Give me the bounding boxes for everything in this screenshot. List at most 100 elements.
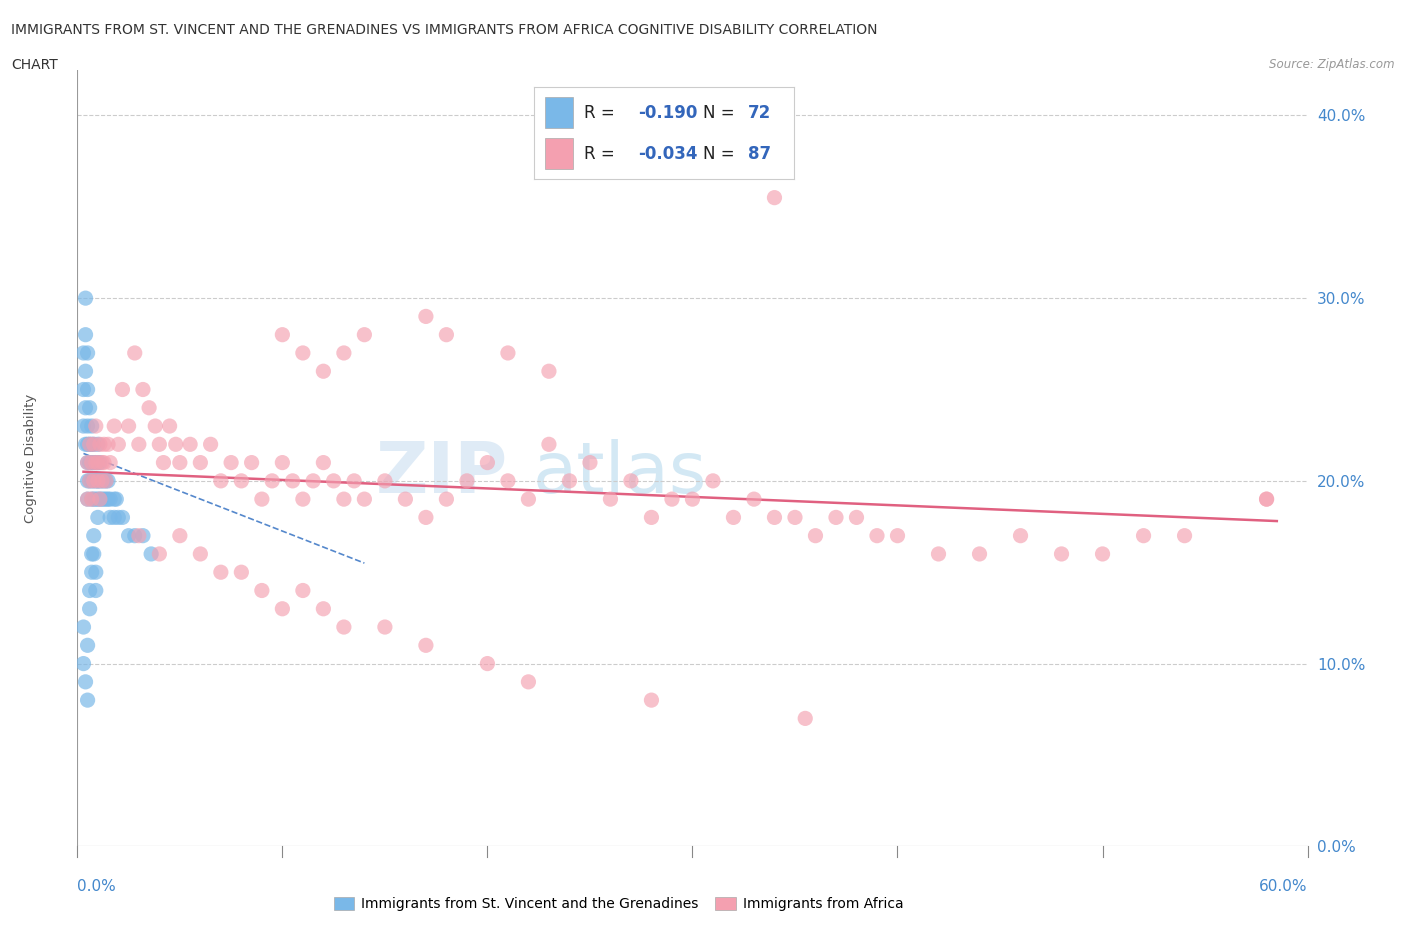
Point [456, 473, 478, 488]
Legend: Immigrants from St. Vincent and the Grenadines, Immigrants from Africa: Immigrants from St. Vincent and the Gren… [328, 892, 910, 917]
Point [148, 547, 170, 562]
Point [103, 492, 125, 507]
Text: 60.0%: 60.0% [1260, 879, 1308, 894]
Point [209, 473, 232, 488]
Point [72, 346, 94, 361]
Point [80, 455, 103, 470]
Text: 72: 72 [748, 104, 770, 122]
Point [1050, 547, 1073, 562]
Point [84, 418, 107, 433]
Point [72, 382, 94, 397]
Point [84, 492, 107, 507]
Text: ZIP: ZIP [375, 439, 508, 508]
Point [94, 492, 117, 507]
Point [188, 547, 212, 562]
Point [209, 565, 232, 579]
Point [90, 473, 114, 488]
Point [87, 473, 110, 488]
Point [517, 492, 540, 507]
Point [124, 346, 146, 361]
Text: R =: R = [583, 104, 620, 122]
Point [415, 638, 437, 653]
Point [343, 473, 366, 488]
Point [496, 346, 519, 361]
Point [79, 473, 101, 488]
Point [271, 327, 294, 342]
Point [640, 510, 662, 525]
FancyBboxPatch shape [544, 139, 574, 169]
Text: R =: R = [583, 145, 620, 163]
Point [75, 437, 97, 452]
Point [80, 492, 103, 507]
Point [76, 437, 98, 452]
Point [87, 437, 110, 452]
Point [152, 455, 174, 470]
Point [312, 455, 335, 470]
Point [558, 473, 581, 488]
Point [271, 602, 294, 617]
Point [83, 473, 105, 488]
Point [87, 455, 110, 470]
Point [969, 547, 991, 562]
Point [579, 455, 602, 470]
Text: IMMIGRANTS FROM ST. VINCENT AND THE GRENADINES VS IMMIGRANTS FROM AFRICA COGNITI: IMMIGRANTS FROM ST. VINCENT AND THE GREN… [11, 23, 877, 37]
Point [90, 473, 114, 488]
Point [477, 657, 499, 671]
Point [97, 492, 120, 507]
Point [105, 492, 128, 507]
Point [132, 382, 155, 397]
Point [76, 492, 98, 507]
Point [374, 473, 396, 488]
Point [90, 492, 114, 507]
Point [845, 510, 868, 525]
Point [107, 510, 129, 525]
Point [682, 492, 704, 507]
Point [138, 400, 160, 415]
Point [825, 510, 848, 525]
Point [723, 510, 745, 525]
Point [76, 693, 98, 708]
Point [87, 510, 110, 525]
Point [291, 583, 314, 598]
Point [928, 547, 950, 562]
Point [90, 455, 114, 470]
Point [75, 674, 97, 689]
Text: Source: ZipAtlas.com: Source: ZipAtlas.com [1270, 58, 1395, 71]
Point [240, 455, 263, 470]
Point [312, 602, 335, 617]
Point [76, 492, 98, 507]
Point [333, 492, 356, 507]
Point [783, 510, 806, 525]
Point [80, 565, 103, 579]
Point [374, 619, 396, 634]
Text: -0.034: -0.034 [638, 145, 697, 163]
Point [353, 492, 375, 507]
Point [79, 602, 101, 617]
Point [1132, 528, 1154, 543]
Point [93, 437, 115, 452]
Point [219, 455, 242, 470]
Point [291, 492, 314, 507]
Point [394, 492, 416, 507]
Point [93, 455, 115, 470]
Point [75, 400, 97, 415]
Point [87, 455, 110, 470]
Text: -0.190: -0.190 [638, 104, 697, 122]
Point [76, 418, 98, 433]
Point [98, 510, 121, 525]
Point [312, 364, 335, 379]
Point [84, 583, 107, 598]
Point [107, 437, 129, 452]
Text: N =: N = [703, 145, 740, 163]
Point [76, 638, 98, 653]
Point [75, 364, 97, 379]
Point [866, 528, 889, 543]
Point [72, 657, 94, 671]
Point [83, 492, 105, 507]
Point [97, 473, 120, 488]
Point [84, 455, 107, 470]
Point [87, 473, 110, 488]
Point [80, 437, 103, 452]
Point [84, 455, 107, 470]
Point [111, 510, 134, 525]
